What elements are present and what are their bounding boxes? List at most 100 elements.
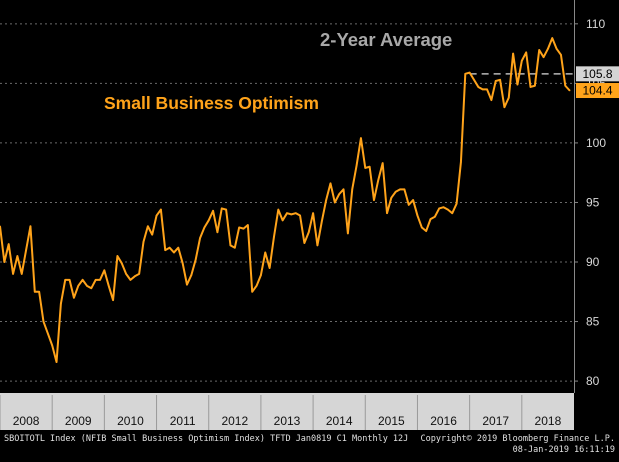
x-tick-label: 2017	[482, 414, 509, 428]
series-line	[0, 37, 571, 364]
data-point	[38, 290, 40, 293]
data-point	[155, 214, 158, 217]
data-point	[390, 196, 393, 199]
average-annotation: 2-Year Average	[320, 29, 452, 50]
x-tick-label: 2018	[535, 414, 562, 428]
x-tick-label: 2010	[117, 414, 144, 428]
footer-source: SBOITOTL Index (NFIB Small Business Opti…	[4, 434, 408, 444]
data-point	[142, 240, 145, 243]
data-point	[255, 285, 258, 287]
data-point	[42, 320, 45, 323]
data-point	[94, 279, 97, 281]
data-point	[494, 80, 497, 82]
data-point	[477, 86, 480, 88]
data-point	[116, 255, 119, 257]
data-point	[177, 246, 180, 249]
data-point	[234, 246, 236, 249]
x-tick-label: 2009	[65, 414, 92, 428]
data-point	[138, 273, 140, 275]
data-point	[325, 199, 327, 201]
data-point	[438, 207, 440, 210]
data-point	[225, 208, 227, 211]
data-point	[29, 225, 32, 228]
data-point	[447, 208, 449, 211]
data-point	[316, 244, 319, 247]
data-point	[90, 287, 93, 290]
x-axis-years: 2008 2009 2010 2011 2012 2013 2014 2015 2016 2017…	[0, 395, 562, 430]
data-point	[220, 207, 223, 210]
data-point	[381, 162, 384, 164]
data-point	[112, 299, 114, 301]
footer-timestamp: 08-Jan-2019 16:11:19	[513, 445, 615, 455]
data-point	[294, 212, 297, 214]
data-point	[68, 279, 71, 281]
y-tick-label: 80	[586, 374, 600, 388]
data-point	[455, 202, 458, 205]
data-point	[342, 188, 345, 191]
grid-lines	[0, 23, 574, 382]
data-point	[473, 78, 475, 81]
data-point	[173, 251, 175, 254]
average-value-text: 105.8	[582, 67, 612, 81]
data-point	[490, 99, 493, 101]
data-point	[516, 83, 519, 86]
series-layer	[0, 37, 571, 364]
x-tick-label: 2014	[326, 414, 353, 428]
data-point	[503, 106, 506, 108]
data-point	[551, 37, 554, 39]
data-point	[303, 242, 306, 244]
data-point	[107, 285, 110, 287]
data-point	[151, 233, 153, 236]
data-point	[555, 48, 558, 50]
data-point	[412, 199, 414, 201]
data-point	[264, 251, 267, 254]
last-value-text: 104.4	[582, 84, 612, 98]
data-point	[103, 269, 106, 272]
x-tick-label: 2016	[430, 414, 457, 428]
average-value-box	[576, 66, 619, 82]
data-point	[47, 332, 49, 335]
data-point	[168, 246, 171, 249]
data-point	[334, 201, 336, 204]
data-point	[451, 212, 454, 214]
data-point	[377, 179, 380, 181]
data-point	[360, 137, 362, 139]
data-point	[60, 302, 62, 305]
data-point	[51, 344, 53, 347]
data-point	[129, 279, 132, 281]
data-point	[394, 190, 397, 193]
data-point	[386, 212, 388, 214]
data-point	[134, 275, 136, 278]
data-point	[521, 59, 523, 62]
data-point	[307, 231, 310, 234]
data-point	[268, 267, 271, 269]
data-point	[64, 279, 67, 281]
last-value-label: 104.4	[576, 83, 619, 99]
y-tick-label: 90	[586, 255, 600, 269]
data-point	[251, 290, 254, 293]
data-point	[547, 48, 549, 50]
data-point	[120, 262, 123, 264]
data-point	[499, 78, 501, 81]
data-point	[486, 88, 488, 91]
data-point	[442, 206, 445, 209]
data-point	[351, 188, 354, 191]
data-point	[25, 249, 27, 251]
data-point	[368, 165, 371, 168]
data-point	[247, 224, 249, 226]
data-point	[207, 219, 210, 222]
data-point	[194, 258, 197, 261]
data-point	[73, 296, 75, 299]
data-point	[538, 49, 541, 51]
data-point	[16, 255, 19, 257]
data-point	[99, 279, 101, 281]
data-point	[242, 227, 245, 230]
data-point	[407, 204, 410, 206]
x-axis-band	[0, 393, 574, 430]
data-point	[147, 225, 149, 228]
data-point	[403, 188, 406, 191]
data-point	[86, 285, 88, 287]
data-point	[468, 71, 471, 74]
data-point	[320, 220, 323, 223]
